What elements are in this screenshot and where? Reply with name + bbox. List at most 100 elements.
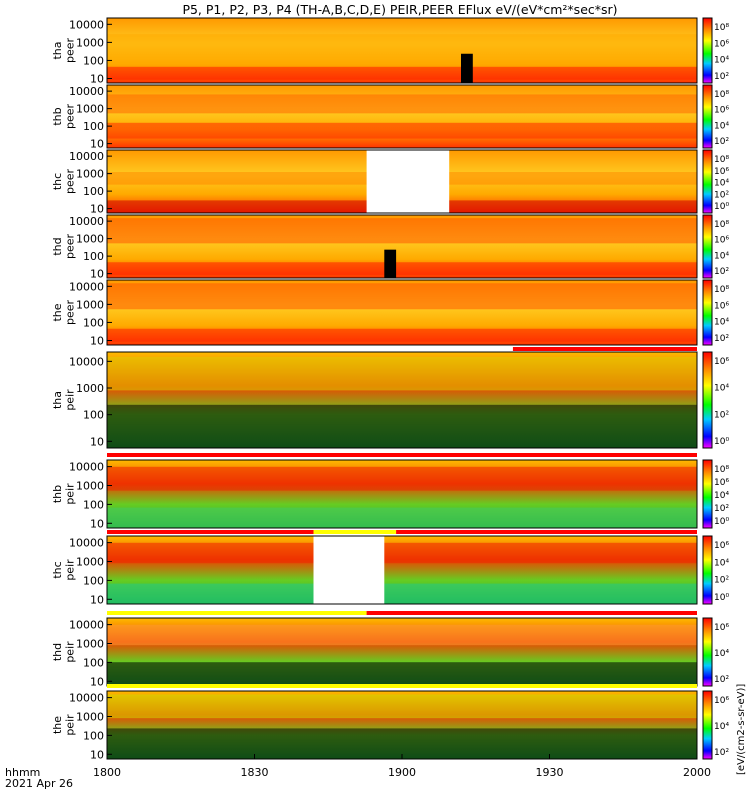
y-tick-label: 10 xyxy=(90,72,104,85)
y-tick-label: 10000 xyxy=(69,150,104,163)
x-tick-label: 1900 xyxy=(388,766,416,779)
panel-frame xyxy=(106,17,698,84)
y-tick-label: 1000 xyxy=(76,233,104,246)
colorbar-tick-label: 10² xyxy=(714,334,729,344)
panel-thb-peer: 10000 1000 100 10 thbpeer 10⁸ 10⁶ 10⁴ 10² xyxy=(51,84,729,151)
y-tick-label: 1000 xyxy=(76,556,104,569)
mode-strip-segment xyxy=(107,684,697,688)
mode-strip-segment xyxy=(107,530,314,534)
y-tick-label: 10 xyxy=(90,138,104,151)
y-tick-label: 1000 xyxy=(76,36,104,49)
flux-band xyxy=(107,94,697,114)
y-tick-label: 10 xyxy=(90,334,104,347)
panel-axis-label: thdpeir xyxy=(51,641,77,663)
flux-band xyxy=(107,34,697,67)
y-tick-label: 100 xyxy=(83,250,104,263)
y-tick-label: 10000 xyxy=(69,215,104,228)
colorbar-units-label: [eV/(cm2-s-sr-eV)] xyxy=(736,684,747,775)
colorbar-tick-label: 10⁶ xyxy=(714,478,729,488)
y-tick-label: 10000 xyxy=(69,619,104,632)
colorbar-tick-label: 10⁰ xyxy=(714,437,729,447)
y-tick-label: 100 xyxy=(83,54,104,67)
y-tick-label: 1000 xyxy=(76,103,104,116)
colorbar-tick-label: 10⁶ xyxy=(714,541,729,551)
flux-band xyxy=(107,466,697,491)
y-tick-label: 10000 xyxy=(69,537,104,550)
time-axis-label-date: 2021 Apr 26 xyxy=(5,777,73,790)
y-tick-label: 1000 xyxy=(76,298,104,311)
colorbar xyxy=(702,149,713,214)
mode-strips xyxy=(107,347,697,688)
panel-axis-label: thepeer xyxy=(51,300,77,326)
y-tick-label: 100 xyxy=(83,656,104,669)
flux-band xyxy=(107,583,697,604)
flux-band xyxy=(107,662,697,686)
y-tick-label: 1000 xyxy=(76,480,104,493)
data-gap xyxy=(366,150,450,213)
y-tick-label: 100 xyxy=(83,409,104,422)
y-tick-label: 10000 xyxy=(69,18,104,31)
colorbar-tick-label: 10² xyxy=(714,190,729,200)
colorbar-tick-label: 10² xyxy=(714,504,729,514)
colorbar-tick-label: 10⁸ xyxy=(714,23,729,33)
colorbar-tick-label: 10⁶ xyxy=(714,623,729,633)
panel-the-peir: 10000 1000 100 10 thepeir 10⁶ 10⁴ 10² xyxy=(51,690,729,761)
y-tick-label: 10000 xyxy=(69,461,104,474)
colorbar xyxy=(702,690,713,760)
spectrogram-panels: 10000100010010thapeer10⁸10⁶10⁴10²1000010… xyxy=(51,17,729,761)
y-tick-label: 100 xyxy=(83,120,104,133)
colorbar-tick-label: 10⁴ xyxy=(714,318,729,328)
colorbar-tick-label: 10⁸ xyxy=(714,220,729,230)
colorbar-tick-label: 10⁸ xyxy=(714,465,729,475)
panel-axis-label: thbpeer xyxy=(51,104,77,130)
colorbar-tick-label: 10⁸ xyxy=(714,155,729,165)
flux-band xyxy=(107,66,697,80)
time-axis: hhmm 2021 Apr 26 1800 1830 1900 1930 2000 xyxy=(5,754,711,790)
x-tick-labels: 1800 1830 1900 1930 2000 xyxy=(93,754,711,779)
colorbar-tick-label: 10⁴ xyxy=(714,649,729,659)
y-tick-label: 10 xyxy=(90,517,104,530)
y-tick-label: 100 xyxy=(83,574,104,587)
colorbar-tick-label: 10² xyxy=(714,267,729,277)
colorbar-tick-label: 10⁴ xyxy=(714,384,729,394)
y-tick-label: 1000 xyxy=(76,168,104,181)
colorbar-tick-label: 10² xyxy=(714,410,729,420)
colorbar xyxy=(702,17,713,84)
y-tick-label: 100 xyxy=(83,316,104,329)
panel-frame xyxy=(106,459,698,529)
flux-band xyxy=(107,356,697,391)
mode-strip-segment xyxy=(107,347,513,351)
mode-strip-segment xyxy=(313,530,397,534)
panel-frame xyxy=(106,84,698,149)
colorbar-tick-label: 10² xyxy=(714,72,729,82)
x-tick-label: 1830 xyxy=(241,766,269,779)
colorbar-tick-label: 10⁰ xyxy=(714,202,729,212)
mode-strip-segment xyxy=(107,453,697,457)
panel-thd-peer: 10000 1000 100 10 thdpeer 10⁸ 10⁶ 10⁴ 10² xyxy=(51,214,729,281)
data-gap xyxy=(313,536,385,604)
mode-strip-segment xyxy=(396,530,697,534)
colorbar xyxy=(702,459,713,529)
x-tick-label: 1930 xyxy=(536,766,564,779)
colorbar-tick-label: 10⁴ xyxy=(714,121,729,131)
flux-band xyxy=(107,624,697,646)
panel-axis-label: thapeer xyxy=(51,38,77,64)
panel-tha-peer: 10000 1000 100 10 thapeer 10⁸ 10⁶ 10⁴ 10² xyxy=(51,17,729,85)
colorbar xyxy=(702,214,713,279)
y-tick-label: 100 xyxy=(83,498,104,511)
colorbar-tick-label: 10⁶ xyxy=(714,357,729,367)
colorbar xyxy=(702,279,713,346)
y-tick-label: 10 xyxy=(90,268,104,281)
y-tick-label: 10 xyxy=(90,203,104,216)
y-tick-label: 10 xyxy=(90,748,104,761)
colorbar xyxy=(702,351,713,449)
panel-thc-peir: 10000 1000 100 10 thcpeir 10⁶ 10⁴ 10² 10⁰ xyxy=(51,535,729,606)
y-tick-label: 10000 xyxy=(69,85,104,98)
flux-band xyxy=(107,694,697,719)
panel-frame xyxy=(106,351,698,449)
y-tick-label: 10 xyxy=(90,675,104,688)
panel-axis-label: thepeir xyxy=(51,714,77,736)
colorbar-tick-label: 10² xyxy=(714,675,729,685)
y-tick-label: 10000 xyxy=(69,355,104,368)
panel-the-peer: 10000 1000 100 10 thepeer 10⁸ 10⁶ 10⁴ 10² xyxy=(51,279,729,347)
